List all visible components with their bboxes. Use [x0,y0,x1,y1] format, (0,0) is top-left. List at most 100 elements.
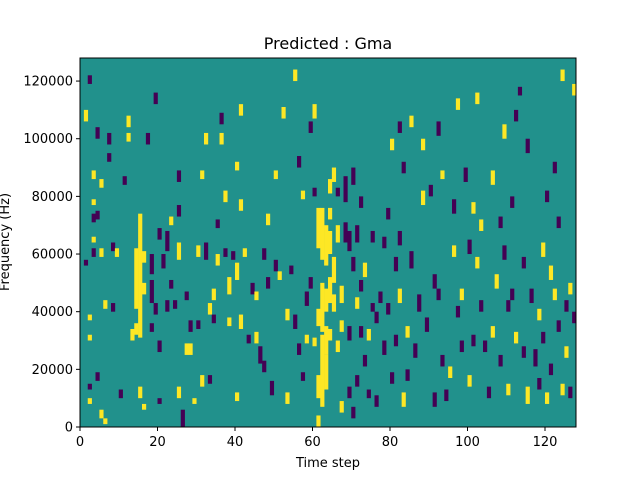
heatmap-cell [223,190,228,203]
heatmap-cell [347,230,352,252]
heatmap-cell [548,363,554,376]
heatmap-cell [107,153,112,162]
heatmap-cell [339,320,344,332]
heatmap-cell [331,256,337,283]
heatmap-cell [421,190,426,206]
heatmap-cell [169,216,174,226]
x-tick-label: 0 [76,435,84,450]
heatmap-cell [180,409,185,427]
heatmap-cell [355,225,360,243]
heatmap-cell [238,199,244,211]
heatmap-cell [242,248,247,257]
heatmap-cell [568,386,573,399]
heatmap-cell [545,392,550,404]
heatmap-cell [455,98,461,110]
heatmap-cell [235,392,240,402]
y-tick-label: 60000 [32,248,73,263]
heatmap-cell [304,334,309,344]
heatmap-cell [227,277,232,295]
heatmap-cell [355,297,360,309]
heatmap-cell [514,109,519,122]
heatmap-cell [320,282,325,332]
heatmap-cell [506,300,511,312]
heatmap-cell [517,86,523,96]
heatmap-cell [165,230,170,252]
heatmap-cell [432,274,437,289]
heatmap-cell [366,389,371,399]
heatmap-cell [293,69,298,82]
heatmap-cell [219,112,224,125]
heatmap-cell [126,132,131,142]
heatmap-cell [541,331,546,344]
heatmap-cell [83,259,89,266]
heatmap-cell [413,343,418,358]
heatmap-cell [370,303,375,312]
heatmap-cell [134,323,139,335]
heatmap-cell [227,317,232,327]
y-tick-label: 40000 [32,305,73,320]
heatmap-cell [134,248,139,309]
heatmap-cell [266,277,271,289]
heatmap-cell [409,115,414,128]
y-tick-label: 120000 [23,75,73,90]
heatmap-cell [297,156,302,168]
heatmap-cell [471,334,476,347]
heatmap-cell [343,176,348,203]
heatmap-cell [316,415,321,427]
heatmap-cell [436,121,441,136]
heatmap-cell [149,254,154,275]
heatmap-cell [324,354,329,390]
heatmap-cell [320,334,325,407]
heatmap-cell [510,196,515,208]
heatmap-cell [529,288,534,304]
heatmap-cell [103,300,108,309]
heatmap-cell [436,288,441,301]
heatmap-cell [142,251,147,263]
y-tick-label: 20000 [32,363,73,378]
heatmap-cell [370,230,375,243]
heatmap-cell [285,392,290,404]
heatmap-cell [308,277,313,289]
heatmap-cell [486,386,492,399]
heatmap-cell [149,323,154,332]
heatmap-cell [273,170,278,180]
heatmap-cell [328,230,333,255]
heatmap-cell [347,386,352,399]
heatmap-cell [409,251,414,269]
heatmap-cell [266,213,271,226]
heatmap-cell [196,245,201,257]
heatmap-cell [525,386,530,404]
heatmap-cell [153,92,158,105]
heatmap-cell [455,305,461,318]
x-axis-label: Time step [295,456,360,471]
heatmap-cell [176,242,182,260]
chart-title: Predicted : Gma [264,34,392,53]
heatmap-cell [95,372,100,381]
x-tick-label: 80 [382,435,399,450]
heatmap-cell [521,346,526,358]
heatmap-cell [351,406,356,419]
heatmap-cell [564,300,569,312]
heatmap-cell [130,328,135,341]
heatmap-cell [521,256,526,269]
heatmap-cell [328,207,333,220]
heatmap-cell [87,314,92,321]
heatmap-cell [382,236,387,249]
heatmap-cell [316,308,321,327]
heatmap-cell [200,170,205,180]
heatmap-cell [91,170,96,180]
heatmap-cell [347,326,352,341]
heatmap-cell [320,207,325,260]
heatmap-cell [328,179,333,194]
heatmap-cell [514,331,519,344]
heatmap-cell [335,340,340,353]
heatmap-cell [142,282,147,295]
heatmap-cell [556,320,561,332]
heatmap-cell [498,216,503,229]
heatmap-cell [316,207,321,249]
heatmap-cell [235,262,240,280]
heatmap-cell [552,288,557,301]
heatmap-cell [95,210,100,220]
heatmap-cell [188,343,193,355]
